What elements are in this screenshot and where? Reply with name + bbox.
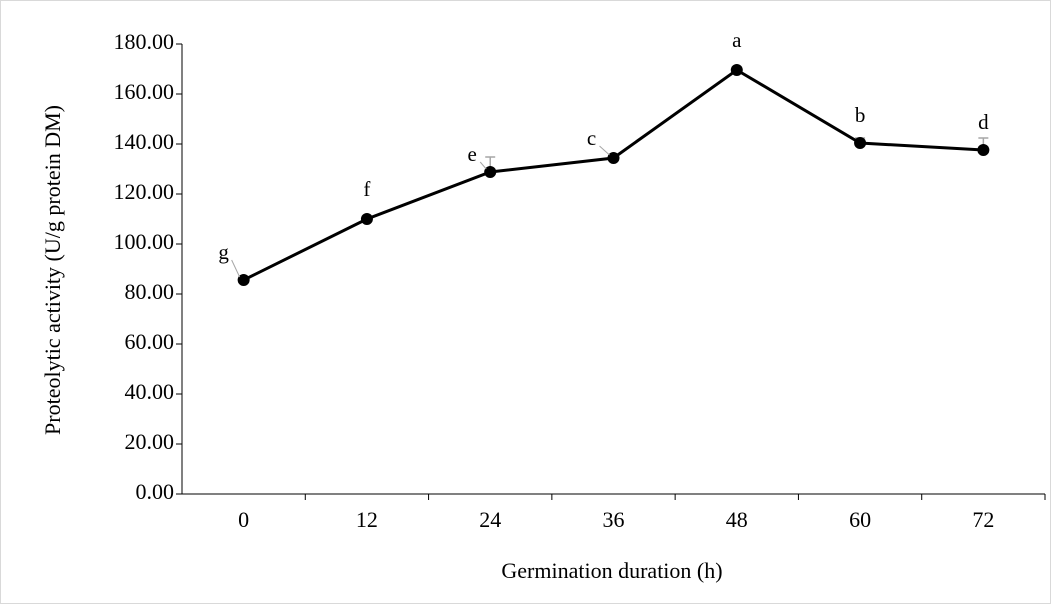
x-tick-label: 60 <box>849 507 871 532</box>
y-tick-label: 100.00 <box>114 229 175 254</box>
y-tick-label: 80.00 <box>125 279 175 304</box>
x-tick-label: 12 <box>356 507 378 532</box>
x-tick-label: 36 <box>603 507 625 532</box>
leader-line <box>231 259 241 278</box>
point <box>237 274 250 286</box>
point <box>977 144 990 156</box>
y-tick-label: 140.00 <box>114 129 175 154</box>
x-tick-label: 24 <box>479 507 501 532</box>
point <box>607 152 620 164</box>
x-tick-label: 0 <box>238 507 249 532</box>
point <box>854 137 867 149</box>
y-axis-title: Proteolytic activity (U/g protein DM) <box>40 105 65 435</box>
data-annotation: g <box>218 240 229 264</box>
point <box>730 64 743 76</box>
data-annotation: e <box>468 142 477 166</box>
x-tick-label: 48 <box>726 507 748 532</box>
data-annotation: d <box>978 110 989 134</box>
x-tick-label: 72 <box>972 507 994 532</box>
point <box>360 213 373 225</box>
leader-line <box>599 145 610 156</box>
y-tick-label: 60.00 <box>125 329 175 354</box>
y-tick-label: 160.00 <box>114 79 175 104</box>
point <box>484 166 497 178</box>
y-tick-label: 20.00 <box>125 429 175 454</box>
y-tick-label: 180.00 <box>114 29 175 54</box>
data-annotation: c <box>587 126 596 150</box>
leader-line <box>479 161 487 170</box>
y-tick-label: 40.00 <box>125 379 175 404</box>
data-annotation: f <box>363 177 370 201</box>
data-annotation: a <box>732 28 742 52</box>
y-tick-label: 120.00 <box>114 179 175 204</box>
y-tick-label: 0.00 <box>136 479 175 504</box>
data-annotation: b <box>855 103 866 127</box>
x-axis-title: Germination duration (h) <box>501 558 722 583</box>
